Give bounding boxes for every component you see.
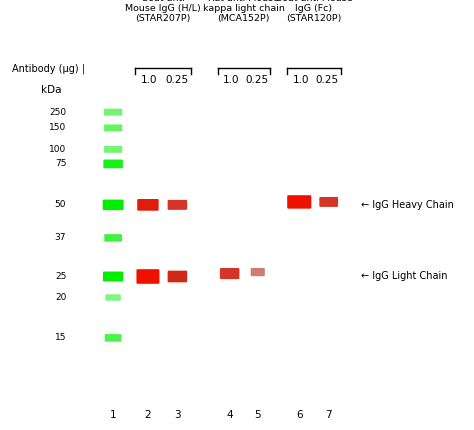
Text: 1.0: 1.0: [292, 75, 309, 85]
Text: 3: 3: [174, 409, 181, 420]
Text: 1: 1: [110, 409, 117, 420]
Text: 2: 2: [145, 409, 151, 420]
Text: 4: 4: [226, 409, 233, 420]
FancyBboxPatch shape: [168, 270, 187, 283]
Text: 1.0: 1.0: [140, 75, 157, 85]
FancyBboxPatch shape: [220, 268, 239, 279]
Text: 250: 250: [49, 108, 66, 117]
Text: 20: 20: [55, 293, 66, 302]
FancyBboxPatch shape: [319, 197, 338, 207]
Text: ← IgG Heavy Chain: ← IgG Heavy Chain: [361, 200, 454, 210]
FancyBboxPatch shape: [105, 294, 121, 301]
Text: Goat anti
Mouse IgG (H/L)
(STAR207P): Goat anti Mouse IgG (H/L) (STAR207P): [125, 0, 201, 23]
FancyBboxPatch shape: [137, 199, 159, 211]
Text: 0.25: 0.25: [316, 75, 339, 85]
Text: 1.0: 1.0: [222, 75, 239, 85]
Text: 5: 5: [255, 409, 261, 420]
Text: kDa: kDa: [41, 85, 61, 95]
Text: 7: 7: [326, 409, 332, 420]
Text: 37: 37: [55, 233, 66, 243]
FancyBboxPatch shape: [137, 269, 159, 284]
FancyBboxPatch shape: [104, 146, 122, 153]
Text: 100: 100: [49, 145, 66, 154]
Text: 6: 6: [296, 409, 302, 420]
Text: Rat anti Mouse
kappa light chain
(MCA152P): Rat anti Mouse kappa light chain (MCA152…: [203, 0, 284, 23]
Text: 75: 75: [55, 160, 66, 169]
FancyBboxPatch shape: [104, 124, 122, 132]
Text: 25: 25: [55, 272, 66, 281]
FancyBboxPatch shape: [287, 195, 311, 209]
FancyBboxPatch shape: [103, 271, 123, 282]
FancyBboxPatch shape: [105, 334, 121, 342]
Text: 0.25: 0.25: [165, 75, 188, 85]
Text: 50: 50: [55, 200, 66, 209]
FancyBboxPatch shape: [103, 200, 124, 210]
Text: 150: 150: [49, 123, 66, 132]
Text: Goat anti Mouse
IgG (Fc)
(STAR120P): Goat anti Mouse IgG (Fc) (STAR120P): [275, 0, 353, 23]
Text: 15: 15: [55, 333, 66, 342]
FancyBboxPatch shape: [103, 160, 123, 168]
FancyBboxPatch shape: [168, 200, 187, 210]
Text: ← IgG Light Chain: ← IgG Light Chain: [361, 271, 447, 282]
FancyBboxPatch shape: [104, 109, 122, 116]
Text: Antibody (μg) |: Antibody (μg) |: [12, 64, 85, 74]
FancyBboxPatch shape: [104, 234, 122, 242]
Text: 0.25: 0.25: [245, 75, 268, 85]
FancyBboxPatch shape: [251, 268, 265, 276]
